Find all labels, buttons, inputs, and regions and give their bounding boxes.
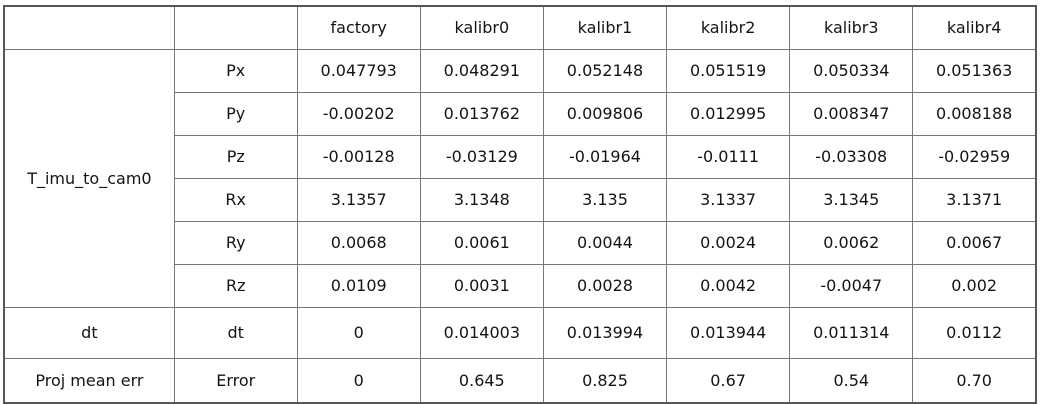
value-cell: 0.047793 [296,48,421,93]
value-cell: 0.0028 [542,263,668,308]
calibration-table: factory kalibr0 kalibr1 kalibr2 kalibr3 … [3,5,1037,404]
table-row-proj-mean-err: Proj mean err Error 0 0.645 0.825 0.67 0… [3,357,1037,404]
table-row-rx: Rx 3.1357 3.1348 3.135 3.1337 3.1345 3.1… [4,177,1037,222]
value-cell: 3.135 [542,177,668,222]
header-cell-factory: factory [296,5,421,50]
value-cell: 0.70 [912,357,1037,404]
table-row-px: T_imu_to_cam0 Px 0.047793 0.048291 0.052… [3,48,1037,308]
value-cell: 0.052148 [542,48,668,93]
value-cell: 0.0024 [666,220,791,265]
value-cell: 0.0042 [666,263,791,308]
row-label-cell: Error [173,357,298,404]
row-label-cell: Py [173,91,298,136]
table-row-pz: Pz -0.00128 -0.03129 -0.01964 -0.0111 -0… [4,134,1037,179]
header-cell-kalibr1: kalibr1 [542,5,668,50]
header-cell-kalibr2: kalibr2 [666,5,791,50]
value-cell: 0.0067 [912,220,1037,265]
value-cell: 0.008347 [789,91,914,136]
row-label-cell: dt [173,306,298,359]
value-cell: 0.051519 [666,48,791,93]
value-cell: 3.1337 [666,177,791,222]
value-cell: -0.00202 [296,91,421,136]
header-row: factory kalibr0 kalibr1 kalibr2 kalibr3 … [3,5,1037,50]
header-cell-group [3,5,175,50]
value-cell: 0.050334 [789,48,914,93]
value-cell: -0.0047 [789,263,914,308]
value-cell: 0.645 [419,357,544,404]
value-cell: -0.03308 [789,134,914,179]
table-row-rz: Rz 0.0109 0.0031 0.0028 0.0042 -0.0047 0… [4,263,1037,308]
value-cell: 3.1345 [789,177,914,222]
value-cell: 0.014003 [419,306,544,359]
row-label-cell: Rx [173,177,298,222]
value-cell: 0.0044 [542,220,668,265]
row-label-cell: Px [173,48,298,93]
row-label-cell: Pz [173,134,298,179]
value-cell: -0.03129 [419,134,544,179]
value-cell: 0.54 [789,357,914,404]
row-label-cell: Rz [173,263,298,308]
value-cell: -0.00128 [296,134,421,179]
value-cell: -0.01964 [542,134,668,179]
value-cell: 0.825 [542,357,668,404]
value-cell: 0.013994 [542,306,668,359]
value-cell: 0.009806 [542,91,668,136]
value-cell: 0 [296,306,421,359]
group-cell-proj-mean-err: Proj mean err [3,357,175,404]
value-cell: 0.013762 [419,91,544,136]
table-row-py: Py -0.00202 0.013762 0.009806 0.012995 0… [4,91,1037,136]
value-cell: 0.0112 [912,306,1037,359]
value-cell: 0.67 [666,357,791,404]
header-cell-kalibr3: kalibr3 [789,5,914,50]
group-cell-t-imu-to-cam0: T_imu_to_cam0 [3,48,175,308]
table-row-ry: Ry 0.0068 0.0061 0.0044 0.0024 0.0062 0.… [4,220,1037,265]
value-cell: 0.051363 [912,48,1037,93]
value-cell: 0.008188 [912,91,1037,136]
value-cell: 0 [296,357,421,404]
value-cell: 0.002 [912,263,1037,308]
value-cell: 0.0109 [296,263,421,308]
value-cell: 3.1371 [912,177,1037,222]
value-cell: 0.0031 [419,263,544,308]
value-cell: 0.012995 [666,91,791,136]
value-cell: -0.02959 [912,134,1037,179]
header-cell-kalibr0: kalibr0 [419,5,544,50]
header-cell-kalibr4: kalibr4 [912,5,1037,50]
value-cell: 0.011314 [789,306,914,359]
value-cell: 0.0062 [789,220,914,265]
header-cell-label [173,5,298,50]
value-cell: 0.0068 [296,220,421,265]
value-cell: 3.1357 [296,177,421,222]
group-cell-dt: dt [3,306,175,359]
row-label-cell: Ry [173,220,298,265]
value-cell: 3.1348 [419,177,544,222]
table-row-dt: dt dt 0 0.014003 0.013994 0.013944 0.011… [3,306,1037,359]
value-cell: 0.0061 [419,220,544,265]
value-cell: 0.048291 [419,48,544,93]
value-cell: 0.013944 [666,306,791,359]
value-cell: -0.0111 [666,134,791,179]
